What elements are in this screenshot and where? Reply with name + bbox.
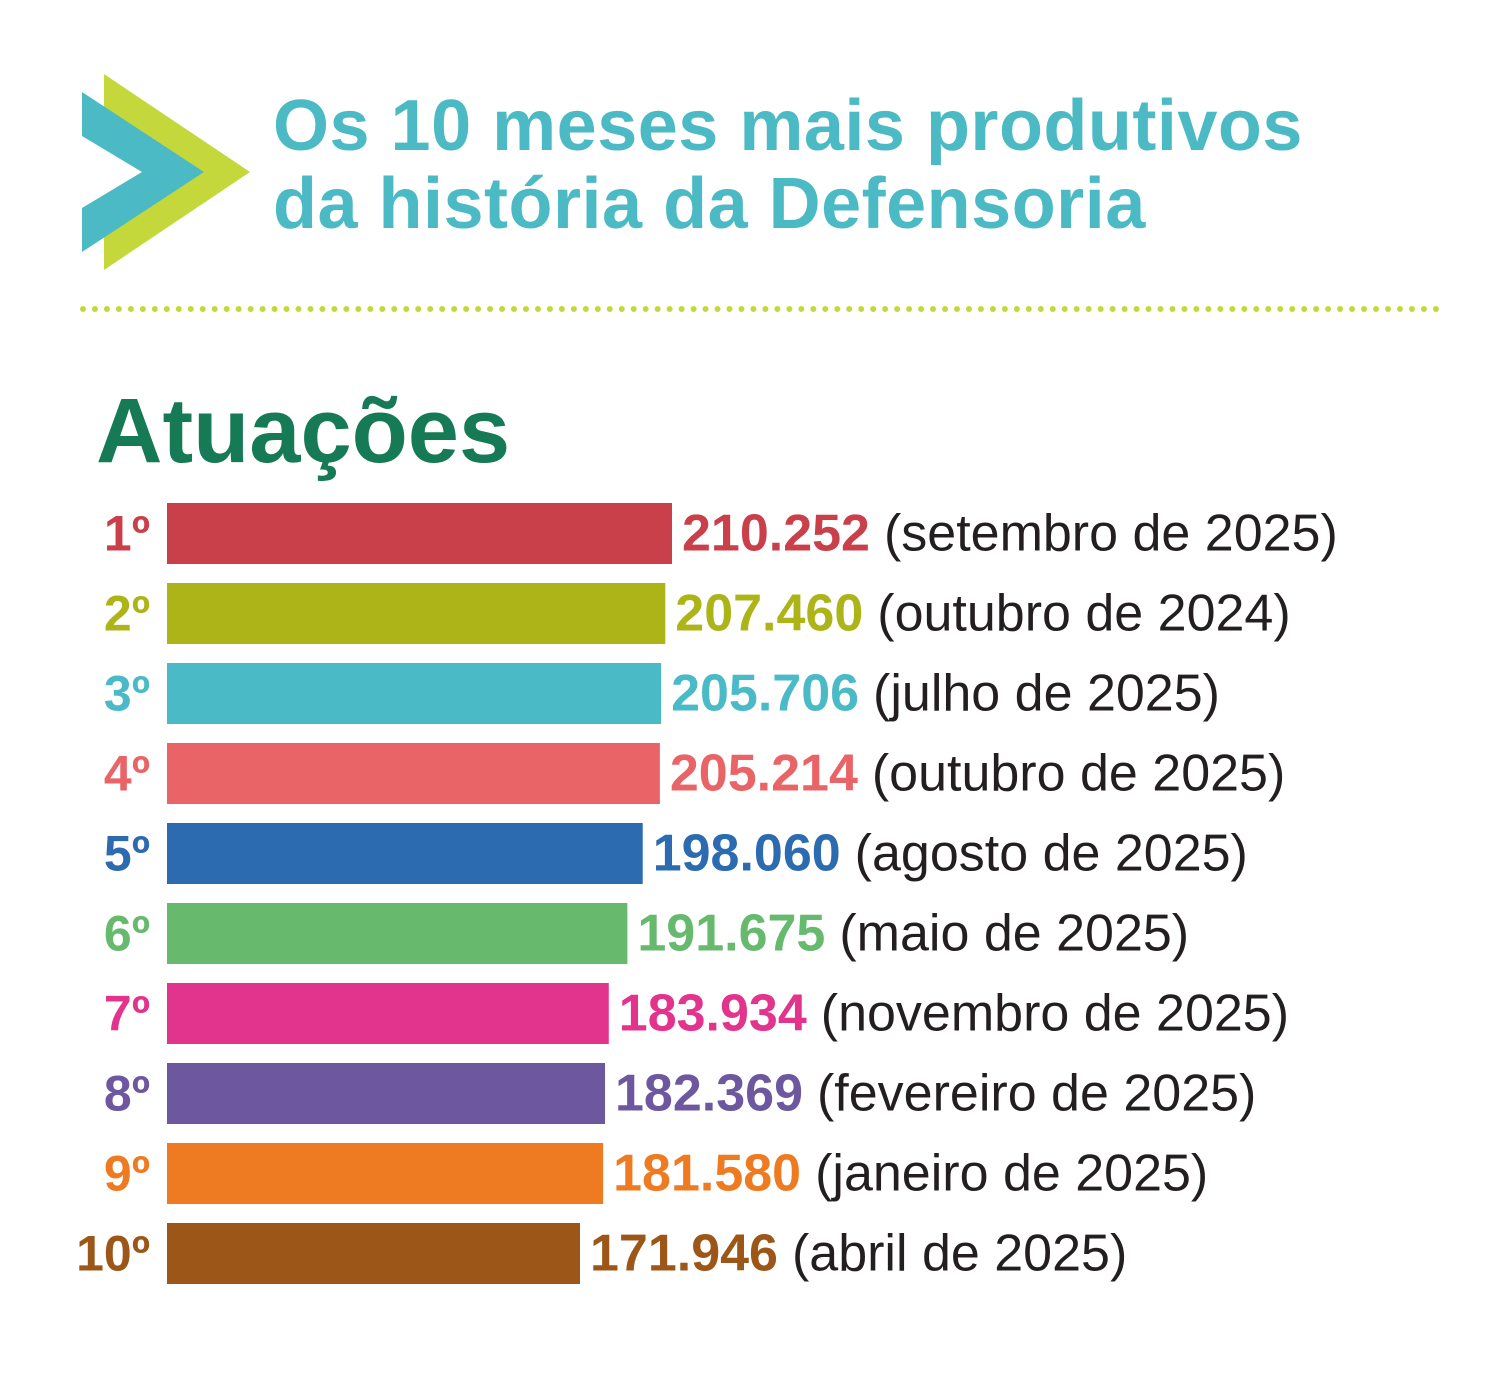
bar — [167, 743, 660, 804]
rank-label: 8º — [104, 1066, 150, 1122]
bar — [167, 903, 628, 964]
bar — [167, 583, 666, 644]
bar — [167, 1223, 580, 1284]
value-label: 181.580 — [613, 1145, 801, 1203]
period-label: (maio de 2025) — [839, 905, 1189, 963]
section-title: Atuações — [96, 380, 511, 482]
rank-label: 9º — [104, 1146, 150, 1202]
value-label: 191.675 — [637, 905, 825, 963]
bar-label: 207.460 (outubro de 2024) — [675, 585, 1290, 643]
bar — [167, 1063, 606, 1124]
period-label: (agosto de 2025) — [855, 825, 1248, 883]
chevron-front-shape — [82, 92, 204, 252]
rank-label: 1º — [104, 506, 150, 562]
page-title-line-2: da história da Defensoria — [273, 164, 1146, 244]
rank-label: 3º — [104, 666, 150, 722]
chevron-back-shape — [104, 74, 250, 270]
bar-label: 171.946 (abril de 2025) — [590, 1225, 1127, 1283]
value-label: 198.060 — [653, 825, 841, 883]
period-label: (novembro de 2025) — [821, 985, 1289, 1043]
bar-label: 205.706 (julho de 2025) — [671, 665, 1220, 723]
bar-label: 198.060 (agosto de 2025) — [653, 825, 1248, 883]
value-label: 207.460 — [675, 585, 863, 643]
value-label: 210.252 — [682, 505, 870, 563]
bar-label: 191.675 (maio de 2025) — [637, 905, 1189, 963]
value-label: 205.214 — [670, 745, 858, 803]
bar-label: 205.214 (outubro de 2025) — [670, 745, 1285, 803]
rank-label: 7º — [104, 986, 150, 1042]
bar-label: 210.252 (setembro de 2025) — [682, 505, 1338, 563]
bar — [167, 503, 672, 564]
rank-label: 2º — [104, 586, 150, 642]
rank-label: 10º — [76, 1226, 150, 1282]
period-label: (setembro de 2025) — [884, 505, 1338, 563]
period-label: (outubro de 2025) — [872, 745, 1285, 803]
dotted-divider — [80, 306, 1440, 312]
bar-label: 182.369 (fevereiro de 2025) — [615, 1065, 1256, 1123]
period-label: (janeiro de 2025) — [815, 1145, 1208, 1203]
value-label: 182.369 — [615, 1065, 803, 1123]
bar — [167, 1143, 604, 1204]
bar — [167, 823, 643, 884]
value-label: 205.706 — [671, 665, 859, 723]
bar — [167, 983, 609, 1044]
value-label: 171.946 — [590, 1225, 778, 1283]
value-label: 183.934 — [619, 985, 807, 1043]
bar-label: 181.580 (janeiro de 2025) — [613, 1145, 1208, 1203]
period-label: (fevereiro de 2025) — [817, 1065, 1256, 1123]
period-label: (julho de 2025) — [873, 665, 1220, 723]
rank-label: 6º — [104, 906, 150, 962]
rank-label: 4º — [104, 746, 150, 802]
period-label: (abril de 2025) — [792, 1225, 1127, 1283]
chevron-logo-icon — [82, 74, 250, 270]
period-label: (outubro de 2024) — [877, 585, 1290, 643]
bar — [167, 663, 662, 724]
page-title-line-1: Os 10 meses mais produtivos — [273, 86, 1303, 166]
rank-label: 5º — [104, 826, 150, 882]
bar-label: 183.934 (novembro de 2025) — [619, 985, 1289, 1043]
